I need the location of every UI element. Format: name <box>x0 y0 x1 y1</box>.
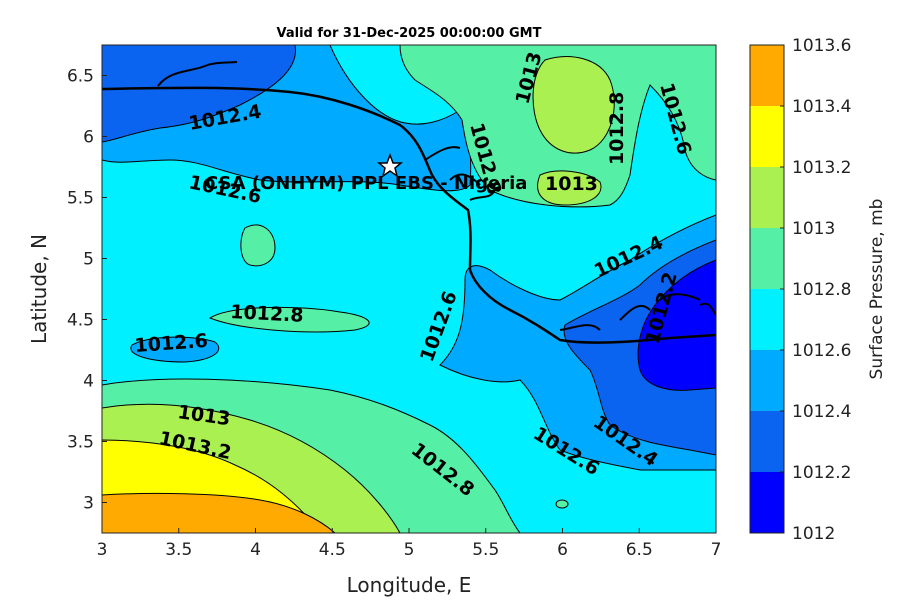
coastline <box>102 86 716 344</box>
y-tick-label: 3.5 <box>67 433 94 453</box>
contour-label: 1012.8 <box>606 92 628 165</box>
y-tick-label: 4 <box>83 372 94 392</box>
band-1012-8-patch-b <box>208 306 370 333</box>
x-tick-label: 3 <box>97 540 108 560</box>
colorbar-swatch <box>750 472 784 533</box>
band-1013-4-south <box>102 492 336 533</box>
site-marker: CSA (ONHYM) PPL EBS - Nigeria <box>205 152 527 194</box>
site-label: CSA (ONHYM) PPL EBS - Nigeria <box>205 173 527 194</box>
colorbar-label: Surface Pressure, mb <box>867 199 887 380</box>
colorbar-tick-label: 1012.4 <box>792 402 851 422</box>
band-1012-8-patch-a <box>240 224 276 267</box>
x-axis: 3 3.5 4 4.5 5 5.5 6 6.5 7 <box>97 528 722 560</box>
x-tick-label: 4.5 <box>319 540 346 560</box>
x-axis-label: Longitude, E <box>347 573 472 597</box>
colorbar-tick-label: 1013.4 <box>792 97 851 117</box>
colorbar-tick-label: 1012.6 <box>792 341 851 361</box>
y-tick-label: 5.5 <box>67 189 94 209</box>
colorbar-swatch <box>750 411 784 472</box>
band-1013-small <box>537 170 602 206</box>
colorbar-swatch <box>750 45 784 106</box>
colorbar-tick-label: 1013.2 <box>792 158 851 178</box>
x-tick-label: 3.5 <box>165 540 192 560</box>
river-delta-lines <box>157 61 716 331</box>
y-tick-label: 6 <box>83 128 94 148</box>
band-1012-4-patch-west <box>130 336 220 363</box>
x-tick-label: 6.5 <box>626 540 653 560</box>
colorbar-swatch <box>750 350 784 411</box>
band-1013-north <box>532 56 615 154</box>
y-tick-label: 5 <box>83 250 94 270</box>
colorbar-tick-label: 1013.6 <box>792 36 851 56</box>
contour-label: 1012.6 <box>134 330 209 357</box>
colorbar-swatch <box>750 289 784 350</box>
colorbar-tick-label: 1013 <box>792 219 835 239</box>
y-tick-label: 4.5 <box>67 311 94 331</box>
x-tick-label: 5 <box>404 540 415 560</box>
map-area <box>102 45 716 533</box>
colorbar-tick-label: 1012.2 <box>792 463 851 483</box>
x-tick-label: 6 <box>557 540 568 560</box>
contour-label: 1013 <box>545 173 598 195</box>
y-tick-label: 6.5 <box>67 67 94 87</box>
colorbar-tick-label: 1012 <box>792 524 835 544</box>
x-tick-label: 7 <box>711 540 722 560</box>
band-1012-2-northwest <box>102 45 296 143</box>
y-axis: 3 3.5 4 4.5 5 5.5 6 6.5 <box>67 67 107 514</box>
colorbar: 1012 1012.2 1012.4 1012.6 1012.8 1013 1013.2 10… <box>750 36 851 544</box>
x-tick-label: 5.5 <box>472 540 499 560</box>
plot-title: Valid for 31-Dec-2025 00:00:00 GMT <box>277 26 542 41</box>
y-tick-label: 3 <box>83 494 94 514</box>
contour-label: 1012.8 <box>230 301 304 327</box>
y-axis-label: Latitude, N <box>27 234 51 344</box>
colorbar-frame <box>749 44 785 534</box>
contour-small-ring <box>555 499 569 509</box>
colorbar-swatch <box>750 106 784 167</box>
x-tick-label: 4 <box>250 540 261 560</box>
colorbar-swatch <box>750 228 784 289</box>
colorbar-tick-label: 1012.8 <box>792 280 851 300</box>
star-icon <box>376 152 404 178</box>
colorbar-swatch <box>750 167 784 228</box>
